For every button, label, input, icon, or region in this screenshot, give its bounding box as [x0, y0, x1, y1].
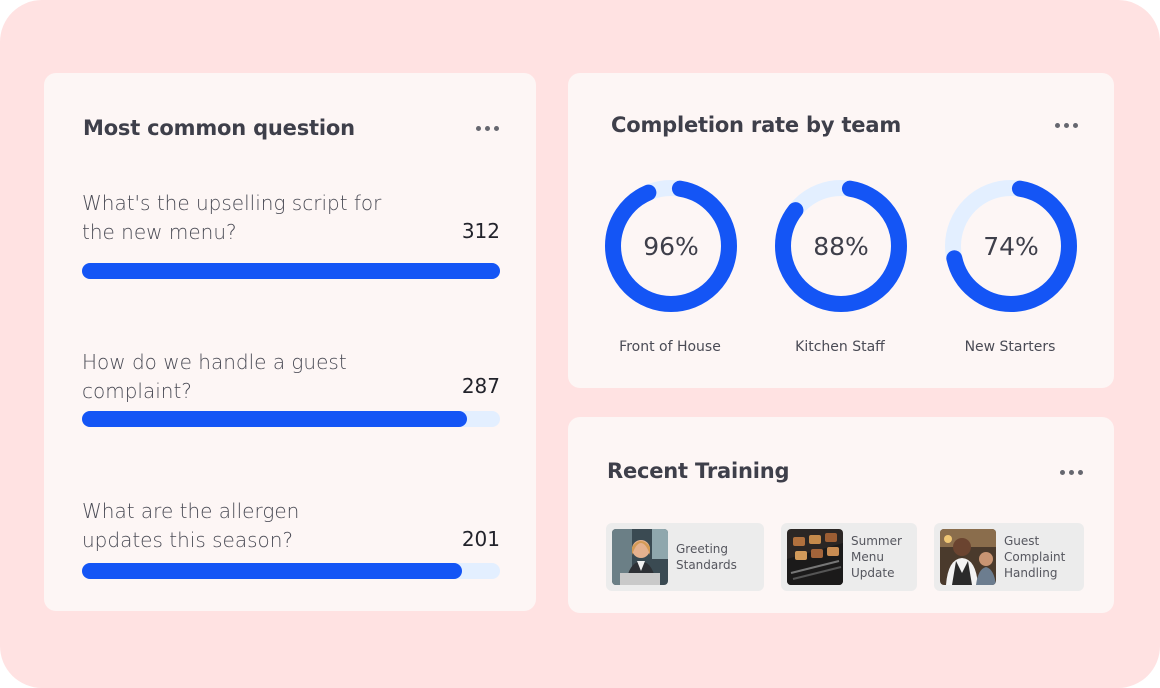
more-options-icon[interactable]: [1055, 123, 1078, 128]
more-options-icon[interactable]: [1060, 470, 1083, 475]
donut-svg: [775, 180, 907, 312]
question-item: What are the allergen updates this seaso…: [82, 497, 500, 587]
question-text: What are the allergen updates this seaso…: [82, 499, 300, 552]
donut-chart: 96%: [604, 179, 738, 313]
donut-arc: [605, 180, 737, 312]
waiter-photo-icon: [940, 529, 996, 585]
donut-percent: 74%: [983, 231, 1039, 261]
donut-arc: [945, 180, 1077, 312]
card-title: Completion rate by team: [611, 113, 902, 137]
question-item: How do we handle a guest complaint? 287: [82, 348, 500, 438]
donut-chart: 74%: [944, 179, 1078, 313]
completion-rate-card: Completion rate by team 96% Front of Hou…: [568, 73, 1114, 388]
more-options-icon[interactable]: [476, 126, 499, 131]
question-item: What's the upselling script for the new …: [82, 189, 500, 279]
question-progress-fill: [82, 563, 463, 579]
donut-percent: 88%: [813, 231, 869, 261]
training-tile-label: Guest Complaint Handling: [1004, 534, 1066, 580]
recent-training-card: Recent Training Greeting Standards: [568, 417, 1114, 613]
question-progress-track: [82, 563, 500, 579]
question-text: How do we handle a guest complaint?: [82, 350, 347, 403]
donut-svg: [945, 180, 1077, 312]
question-count: 312: [461, 219, 500, 243]
donut-percent: 96%: [643, 231, 699, 261]
question-progress-fill: [82, 411, 467, 427]
team-label: New Starters: [964, 339, 1056, 355]
training-tile-label: Summer Menu Update: [851, 534, 902, 580]
question-count: 201: [461, 527, 500, 551]
most-common-question-card: Most common question What's the upsellin…: [44, 73, 536, 611]
donut-arc: [775, 180, 907, 312]
card-title: Recent Training: [607, 459, 790, 483]
team-label: Kitchen Staff: [795, 339, 885, 355]
receptionist-photo-icon: [612, 529, 668, 585]
donut-chart: 88%: [774, 179, 908, 313]
team-label: Front of House: [619, 339, 721, 355]
question-count: 287: [461, 374, 500, 398]
question-text: What's the upselling script for the new …: [82, 191, 382, 244]
card-title: Most common question: [83, 116, 355, 140]
question-progress-fill: [82, 263, 500, 279]
training-tile-guest-complaint-handling[interactable]: Guest Complaint Handling: [934, 523, 1084, 591]
menu-photo-icon: [787, 529, 843, 585]
question-progress-track: [82, 263, 500, 279]
training-tile-summer-menu-update[interactable]: Summer Menu Update: [781, 523, 917, 591]
training-tile-greeting-standards[interactable]: Greeting Standards: [606, 523, 764, 591]
question-progress-track: [82, 411, 500, 427]
donut-svg: [605, 180, 737, 312]
training-tile-label: Greeting Standards: [676, 542, 737, 572]
